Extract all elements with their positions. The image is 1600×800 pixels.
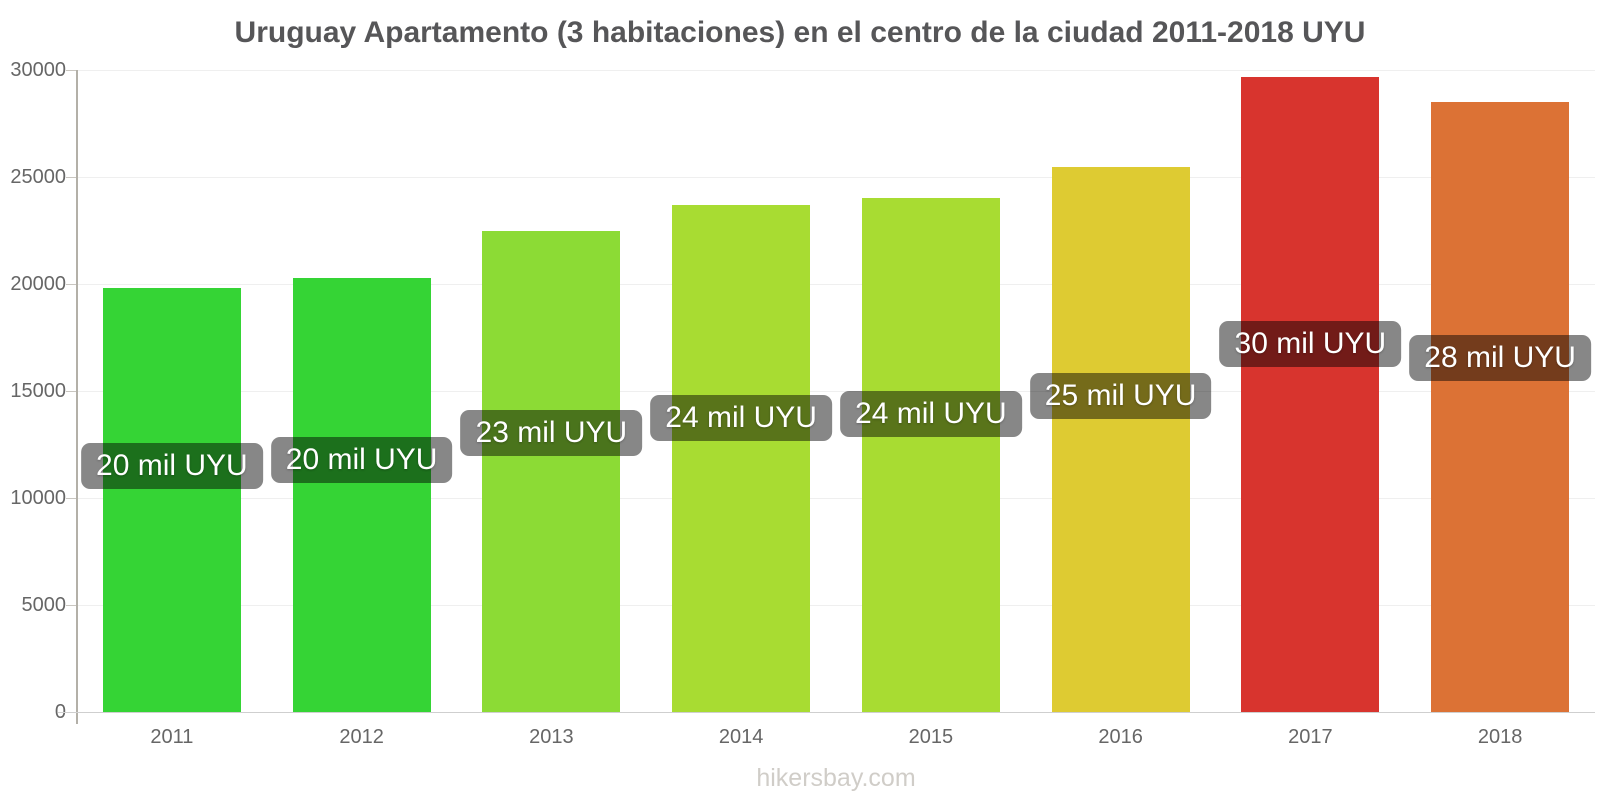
y-tick-label: 30000 — [10, 59, 66, 81]
bar-2012[interactable] — [292, 277, 431, 712]
bar-value-label: 20 mil UYU — [270, 437, 453, 484]
x-tick-label: 2016 — [1098, 726, 1143, 748]
y-axis-line — [76, 70, 78, 724]
y-axis-tick — [66, 70, 77, 71]
y-axis-tick — [66, 498, 77, 499]
y-axis-tick — [66, 391, 77, 392]
x-tick-label: 2011 — [150, 726, 194, 748]
bar-value-label: 24 mil UYU — [840, 391, 1022, 438]
bar-value-label: 24 mil UYU — [650, 394, 832, 441]
y-tick-label: 10000 — [10, 487, 66, 509]
bar-2015[interactable] — [861, 198, 1000, 712]
bar-value-label: 23 mil UYU — [460, 409, 643, 456]
x-tick-label: 2018 — [1477, 726, 1523, 748]
bar-value-label: 20 mil UYU — [81, 443, 263, 490]
y-tick-label: 20000 — [10, 273, 66, 295]
x-axis-line — [58, 712, 1595, 713]
y-axis-tick — [66, 284, 77, 285]
y-axis-tick — [66, 605, 77, 606]
y-axis-tick — [66, 177, 77, 178]
x-tick-label: 2013 — [529, 726, 574, 748]
watermark-hikersbay: hikersbay.com — [756, 764, 916, 792]
bar-value-label: 28 mil UYU — [1409, 335, 1591, 382]
bar-2018[interactable] — [1431, 102, 1570, 712]
bar-2011[interactable] — [102, 288, 241, 712]
gridline — [77, 284, 1595, 285]
y-tick-label: 0 — [54, 701, 66, 723]
x-tick-label: 2012 — [339, 726, 384, 748]
y-tick-label: 5000 — [21, 594, 67, 616]
bar-value-label: 30 mil UYU — [1219, 320, 1402, 367]
x-tick-label: 2017 — [1288, 726, 1333, 748]
gridline — [77, 70, 1595, 71]
gridline — [77, 605, 1595, 606]
x-tick-label: 2015 — [908, 726, 954, 748]
bar-2016[interactable] — [1051, 167, 1190, 712]
y-tick-label: 25000 — [10, 166, 66, 188]
bar-2014[interactable] — [672, 204, 811, 712]
gridline — [77, 177, 1595, 178]
y-tick-label: 15000 — [10, 380, 66, 402]
bar-2013[interactable] — [482, 230, 621, 712]
gridline — [77, 498, 1595, 499]
bar-2017[interactable] — [1241, 77, 1380, 712]
bar-value-label: 25 mil UYU — [1029, 373, 1212, 420]
x-tick-label: 2014 — [718, 726, 764, 748]
gridline — [77, 391, 1595, 392]
chart-title: Uruguay Apartamento (3 habitaciones) en … — [234, 16, 1366, 49]
